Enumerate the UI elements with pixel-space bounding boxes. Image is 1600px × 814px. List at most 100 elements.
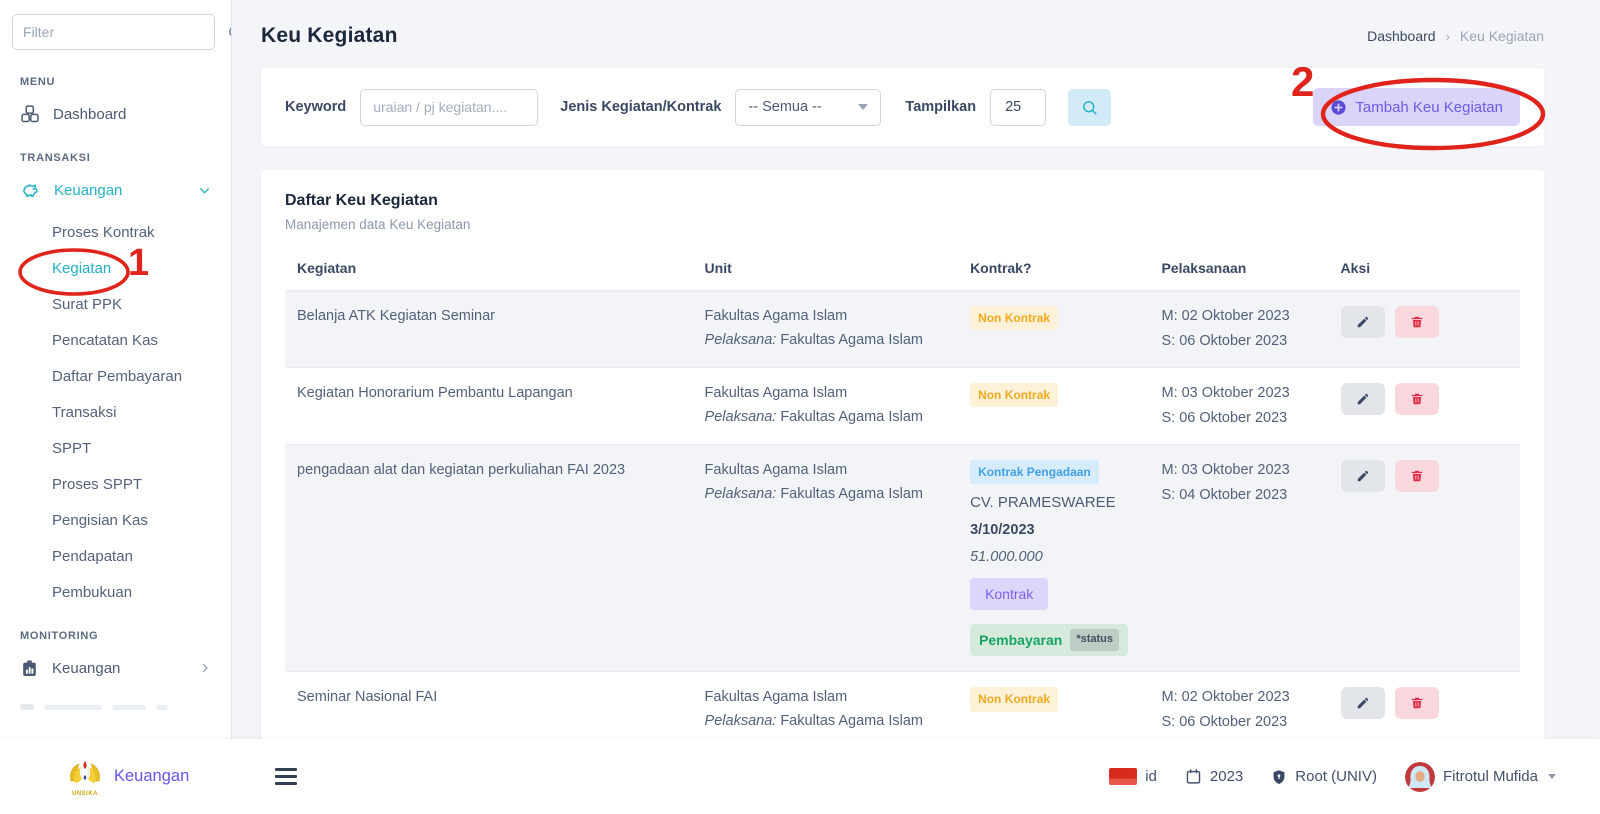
delete-button[interactable] [1394, 687, 1439, 720]
brand[interactable]: UNSIKA Keuangan [64, 757, 189, 797]
cell-unit: Fakultas Agama Islam [704, 689, 848, 706]
sidebar-item-partial [0, 704, 231, 710]
tampilkan-label: Tampilkan [905, 99, 977, 115]
pelaksana-label: Pelaksana: [704, 332, 777, 349]
jenis-kegiatan-select[interactable]: -- Semua -- [735, 88, 882, 126]
page-title: Keu Kegiatan [261, 24, 398, 47]
keyword-input[interactable] [360, 88, 539, 126]
table-title: Daftar Keu Kegiatan [285, 192, 438, 209]
sidebar-item-transaksi[interactable]: Transaksi [0, 394, 231, 430]
delete-button[interactable] [1394, 460, 1439, 493]
tanggal-selesai: S: 06 Oktober 2023 [1161, 333, 1288, 350]
breadcrumb-current: Keu Kegiatan [1459, 28, 1544, 44]
sidebar-item-label: Keuangan [54, 181, 123, 199]
dashboard-icon [20, 104, 40, 124]
chevron-right-icon [199, 662, 211, 674]
col-header-aksi: Aksi [1340, 260, 1371, 276]
sidebar-item-pembukuan[interactable]: Pembukuan [0, 574, 231, 610]
chevron-down-icon [1548, 774, 1556, 779]
col-header-kontrak: Kontrak? [970, 260, 1032, 276]
sidebar-search-icon[interactable] [223, 22, 231, 43]
sidebar-item-label: Keuangan [52, 659, 121, 677]
search-button[interactable] [1068, 88, 1112, 126]
add-button-label: Tambah Keu Kegiatan [1355, 98, 1503, 116]
cell-kegiatan: Seminar Nasional FAI [297, 689, 438, 706]
cell-kegiatan: Kegiatan Honorarium Pembantu Lapangan [297, 385, 573, 402]
sidebar-item-pencatatan-kas[interactable]: Pencatatan Kas [0, 322, 231, 358]
keyword-label: Keyword [285, 99, 347, 115]
table-header-row: Kegiatan Unit Kontrak? Pelaksanaan Aksi [285, 248, 1520, 291]
university-logo: UNSIKA [64, 757, 106, 797]
sidebar-item-sppt[interactable]: SPPT [0, 430, 231, 466]
pelaksana-label: Pelaksana: [704, 713, 777, 730]
shield-icon [1271, 769, 1287, 785]
caret-down-icon [858, 104, 869, 110]
cell-pelaksana: Fakultas Agama Islam [780, 409, 923, 426]
hamburger-menu-icon[interactable] [271, 764, 301, 789]
sub-item-label: Pengisian Kas [52, 511, 148, 529]
sub-item-label: Pembukuan [52, 583, 133, 601]
cell-pelaksana: Fakultas Agama Islam [780, 486, 923, 503]
sidebar-filter-input[interactable] [12, 14, 215, 50]
sidebar-item-monitoring-keuangan[interactable]: Keuangan [0, 646, 231, 690]
pencil-icon [1357, 470, 1368, 482]
avatar [1404, 761, 1435, 792]
delete-button[interactable] [1394, 306, 1439, 338]
cell-pelaksana: Fakultas Agama Islam [780, 332, 923, 349]
role-selector[interactable]: Root (UNIV) [1271, 768, 1377, 785]
status-badge-kontrak-pengadaan: Kontrak Pengadaan [970, 460, 1099, 485]
cell-kegiatan: Belanja ATK Kegiatan Seminar [297, 308, 496, 324]
transaksi-section-label: TRANSAKSI [20, 152, 91, 164]
status-badge-non-kontrak: Non Kontrak [970, 306, 1059, 331]
col-header-pelaksanaan: Pelaksanaan [1161, 260, 1247, 276]
sidebar-item-daftar-pembayaran[interactable]: Daftar Pembayaran [0, 358, 231, 394]
col-header-kegiatan: Kegiatan [297, 260, 357, 276]
sidebar-item-pendapatan[interactable]: Pendapatan [0, 538, 231, 574]
trash-icon [1411, 470, 1422, 482]
sidebar-item-pengisian-kas[interactable]: Pengisian Kas [0, 502, 231, 538]
table-subtitle: Manajemen data Keu Kegiatan [285, 217, 471, 232]
table-row: Kegiatan Honorarium Pembantu Lapangan Fa… [285, 367, 1520, 445]
role-label: Root (UNIV) [1295, 768, 1377, 785]
sidebar-item-kegiatan[interactable]: Kegiatan [0, 250, 231, 286]
tanggal-selesai: S: 06 Oktober 2023 [1161, 410, 1288, 427]
tampilkan-count-input[interactable] [990, 88, 1047, 126]
tanggal-selesai: S: 04 Oktober 2023 [1161, 487, 1288, 504]
year-selector[interactable]: 2023 [1185, 768, 1243, 785]
cell-unit: Fakultas Agama Islam [704, 308, 848, 324]
tanggal-mulai: M: 03 Oktober 2023 [1161, 385, 1290, 402]
sub-item-label: Pendapatan [52, 547, 133, 565]
sub-item-label: Proses SPPT [52, 475, 143, 493]
user-name: Fitrotul Mufida [1442, 768, 1538, 785]
language-switcher[interactable]: id [1109, 768, 1157, 785]
kontrak-date: 3/10/2023 [970, 522, 1035, 539]
pelaksana-label: Pelaksana: [704, 409, 777, 426]
main-content: Keu Kegiatan Dashboard › Keu Kegiatan Ke… [233, 0, 1600, 768]
calendar-icon [1185, 768, 1202, 785]
add-keu-kegiatan-button[interactable]: Tambah Keu Kegiatan [1313, 88, 1520, 126]
sidebar-item-keuangan[interactable]: Keuangan [0, 168, 231, 212]
sub-item-label: Pencatatan Kas [52, 331, 158, 349]
breadcrumb-dashboard-link[interactable]: Dashboard [1367, 28, 1436, 44]
edit-button[interactable] [1340, 306, 1385, 338]
sidebar-item-proses-kontrak[interactable]: Proses Kontrak [0, 214, 231, 250]
sub-item-label: Transaksi [52, 403, 117, 421]
sidebar-item-dashboard[interactable]: Dashboard [0, 92, 231, 136]
status-badge-non-kontrak: Non Kontrak [970, 383, 1059, 408]
chevron-down-icon [198, 184, 211, 197]
sidebar-item-surat-ppk[interactable]: Surat PPK [0, 286, 231, 322]
edit-button[interactable] [1340, 383, 1385, 416]
edit-button[interactable] [1340, 687, 1385, 720]
menu-section-label: MENU [20, 76, 56, 88]
user-menu[interactable]: Fitrotul Mufida [1404, 761, 1556, 792]
col-header-unit: Unit [704, 260, 732, 276]
delete-button[interactable] [1394, 383, 1439, 416]
kontrak-button[interactable]: Kontrak [970, 578, 1049, 611]
sidebar-item-proses-sppt[interactable]: Proses SPPT [0, 466, 231, 502]
pembayaran-chip: Pembayaran *status [970, 624, 1129, 657]
status-note: *status [1070, 629, 1120, 652]
edit-button[interactable] [1340, 460, 1385, 493]
sub-item-label: SPPT [52, 439, 92, 457]
jenis-kegiatan-label: Jenis Kegiatan/Kontrak [560, 99, 722, 115]
